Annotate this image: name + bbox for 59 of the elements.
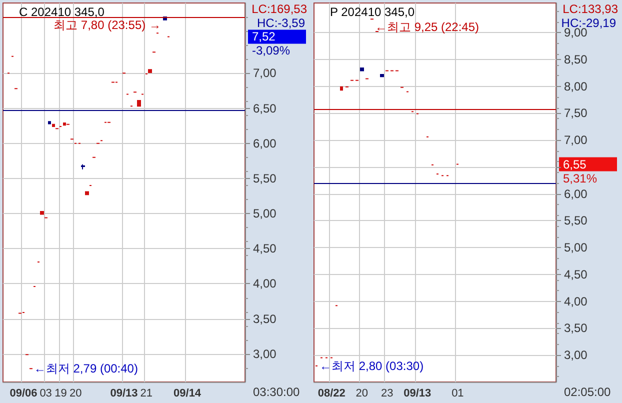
annotation: ←최저 2,79 (00:40): [34, 362, 138, 376]
y-tick-label: 5,00: [253, 206, 277, 221]
x-tick-label: 09/14: [174, 388, 202, 400]
x-tick-label: 03: [40, 388, 52, 400]
y-tick-label: 6,00: [564, 186, 588, 201]
text: 5,31%: [563, 171, 598, 186]
chart-title: C 202410 345,0: [19, 5, 105, 19]
x-tick-label: 01: [452, 388, 464, 400]
text: LC:133,93: [562, 2, 618, 16]
candlestick: [148, 69, 152, 73]
x-tick-label: 23: [380, 388, 394, 400]
y-tick-label: 5,00: [564, 240, 588, 255]
x-tick-label: 19: [54, 388, 67, 400]
y-tick-label: 3,00: [253, 346, 277, 361]
y-tick-label: 3,00: [564, 348, 588, 362]
y-tick-label: 3,50: [564, 321, 588, 336]
candlestick: [40, 210, 44, 215]
y-tick-label: 6,50: [253, 101, 277, 116]
y-tick-label: 8,50: [564, 52, 588, 66]
y-tick-label: 4,50: [253, 242, 277, 256]
y-tick-label: 4,50: [564, 267, 588, 282]
text: 6,55: [563, 157, 587, 172]
annotation: ←최저 2,80 (03:30): [320, 358, 424, 373]
text: 7,52: [252, 30, 276, 44]
text: LC:169,53: [252, 2, 308, 16]
y-tick-label: 8,00: [564, 79, 588, 94]
y-tick-label: 4,00: [564, 294, 588, 308]
chart-title: P 202410 345,0: [330, 5, 415, 19]
candlestick: [52, 124, 55, 128]
candlestick: [360, 68, 364, 72]
candlestick: [380, 74, 384, 78]
y-tick-label: 7,00: [253, 66, 277, 80]
candlestick: [137, 100, 141, 107]
y-tick-label: 5,50: [253, 171, 277, 186]
text: HC:-3,59: [256, 16, 306, 30]
y-tick-label: 5,50: [564, 214, 588, 228]
y-tick-label: 7,50: [564, 106, 588, 120]
y-tick-label: 3,50: [253, 312, 277, 326]
annotation: 최고 7,80 (23:55) →: [54, 18, 161, 32]
text: -3,09%: [252, 44, 290, 58]
annotation: ←최고 9,25 (22:45): [374, 20, 480, 34]
text: 02:05:00: [564, 385, 612, 399]
x-tick-label: 21: [140, 388, 152, 400]
y-tick-label: 4,00: [253, 276, 277, 291]
y-tick-label: 6,00: [253, 136, 277, 150]
x-tick-label: 09/13: [404, 388, 432, 400]
x-tick-label: 20: [69, 388, 82, 400]
candlestick: [340, 86, 343, 91]
x-tick-label: 08/22: [318, 388, 346, 400]
y-tick-label: 7,00: [564, 133, 588, 148]
text: 03:30:00: [253, 385, 300, 399]
text: HC:-29,19: [561, 16, 616, 30]
candlestick: [85, 191, 89, 196]
candlestick: [81, 164, 85, 170]
x-tick-label: 20: [356, 388, 368, 400]
x-tick-label: 09/06: [10, 388, 38, 400]
candlestick: [63, 122, 66, 126]
candlestick: [48, 121, 51, 124]
x-tick-label: 09/13: [110, 388, 138, 400]
